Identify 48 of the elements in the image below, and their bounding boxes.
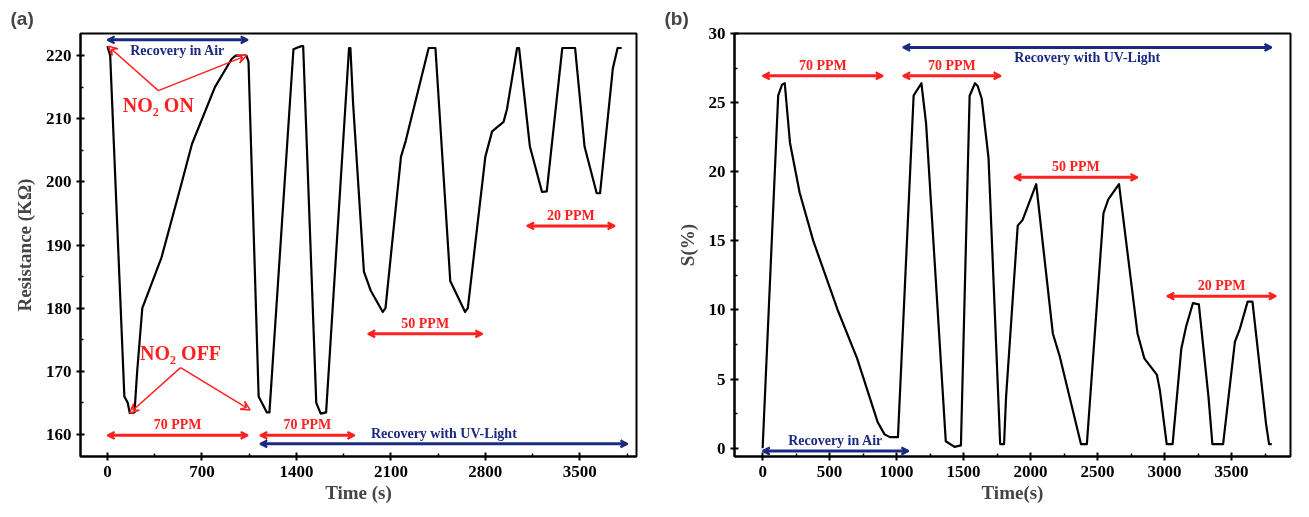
x-tick-label: 0 xyxy=(758,461,767,481)
annotation: 50 PPM xyxy=(401,315,450,331)
chart-title: (a) xyxy=(10,7,34,29)
annotation: 70 PPM xyxy=(283,417,332,433)
y-tick-label: 5 xyxy=(717,369,726,389)
annotation: 20 PPM xyxy=(1197,278,1246,294)
x-tick-label: 3000 xyxy=(1147,461,1182,481)
y-tick-label: 15 xyxy=(708,231,726,251)
annotation: NO₂ OFF xyxy=(140,341,222,364)
y-tick-label: 160 xyxy=(46,424,72,444)
x-axis-title: Time(s) xyxy=(981,481,1044,504)
x-tick-label: 1000 xyxy=(879,461,914,481)
x-tick-label: 3500 xyxy=(562,461,597,481)
annotation: Recovery with UV-Light xyxy=(1014,50,1161,66)
annotation: 70 PPM xyxy=(798,57,847,73)
annotation: 70 PPM xyxy=(927,57,976,73)
x-tick-label: 1400 xyxy=(279,461,314,481)
y-tick-label: 10 xyxy=(708,300,726,320)
x-tick-label: 0 xyxy=(103,461,112,481)
x-tick-label: 2000 xyxy=(1013,461,1048,481)
y-tick-label: 30 xyxy=(708,24,726,43)
x-tick-label: 2500 xyxy=(1080,461,1115,481)
annotation: 20 PPM xyxy=(546,207,595,223)
x-tick-label: 1500 xyxy=(946,461,981,481)
y-tick-label: 200 xyxy=(46,172,72,192)
y-tick-label: 220 xyxy=(46,46,72,66)
y-tick-label: 20 xyxy=(708,162,726,182)
y-tick-label: 210 xyxy=(46,109,72,129)
annotation: Recovery in Air xyxy=(788,433,883,448)
x-tick-label: 700 xyxy=(189,461,215,481)
y-tick-label: 0 xyxy=(717,438,726,458)
y-axis-title: S(%) xyxy=(676,223,699,267)
y-tick-label: 170 xyxy=(46,361,72,381)
x-tick-label: 2800 xyxy=(468,461,503,481)
y-axis-title: Resistance (KΩ) xyxy=(14,178,36,312)
x-tick-label: 2100 xyxy=(373,461,408,481)
y-tick-label: 180 xyxy=(46,298,72,318)
y-tick-label: 190 xyxy=(46,235,72,255)
annotation: 50 PPM xyxy=(1051,159,1100,175)
y-tick-label: 25 xyxy=(708,93,726,113)
annotation: Recovery in Air xyxy=(130,42,225,58)
annotation: NO₂ ON xyxy=(122,94,195,117)
x-tick-label: 500 xyxy=(816,461,843,481)
annotation: 70 PPM xyxy=(153,417,202,433)
x-axis-title: Time (s) xyxy=(325,481,392,504)
chart-title: (b) xyxy=(664,7,689,29)
x-tick-label: 3500 xyxy=(1214,461,1249,481)
annotation: Recovery with UV-Light xyxy=(370,425,518,441)
